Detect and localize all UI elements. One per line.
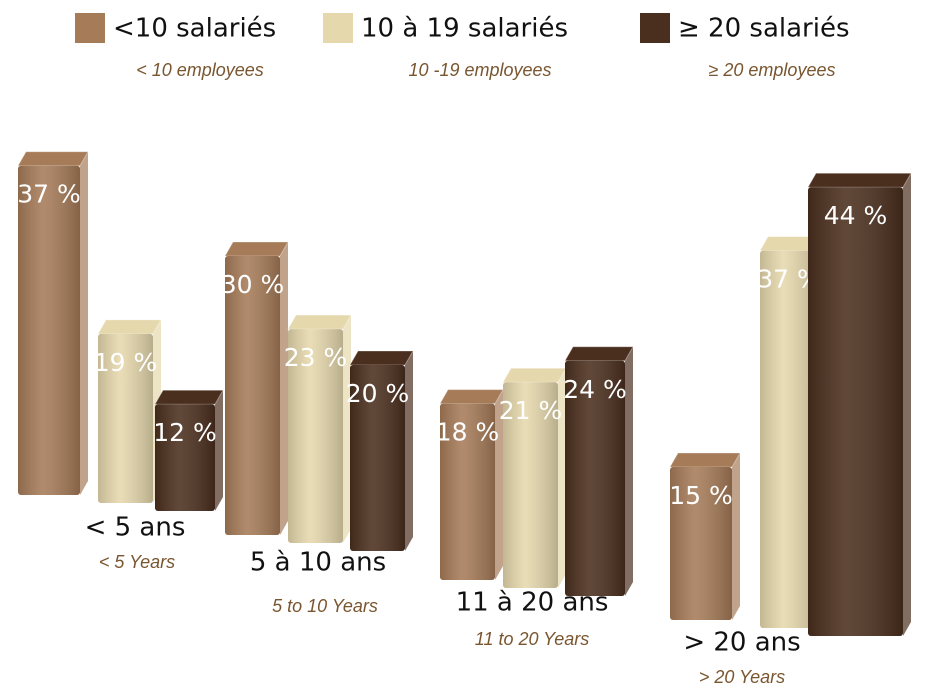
- bar-shade: [808, 187, 903, 636]
- category-subtitle: 11 to 20 Years: [475, 629, 589, 649]
- value-label: 15 %: [669, 481, 733, 510]
- bar-side: [215, 390, 223, 511]
- bar-side: [903, 173, 911, 636]
- value-label: 30 %: [221, 270, 285, 299]
- value-label: 20 %: [346, 379, 410, 408]
- bar-top: [349, 350, 414, 366]
- bar-side: [625, 346, 633, 596]
- bar-top: [17, 151, 89, 167]
- bar-shade: [350, 365, 405, 551]
- value-label: 19 %: [94, 348, 158, 377]
- bar-shade: [565, 360, 625, 596]
- legend-swatch: [75, 13, 105, 43]
- legend-swatch: [323, 13, 353, 43]
- bar-side: [558, 368, 566, 588]
- category-label: > 20 ans: [683, 628, 800, 658]
- bar-top: [669, 452, 741, 468]
- bar-side: [495, 389, 503, 580]
- bar-shade: [18, 165, 80, 495]
- bar-side: [280, 242, 288, 535]
- legend-label: <10 salariés: [113, 14, 276, 44]
- bar-top: [287, 314, 352, 330]
- bar-top: [97, 319, 162, 335]
- bar-top: [502, 367, 567, 383]
- bar-shade: [225, 256, 280, 535]
- bar-shade: [670, 467, 732, 620]
- bar-top: [807, 172, 912, 188]
- value-label: 24 %: [563, 375, 627, 404]
- bar-shade: [155, 404, 215, 511]
- bar-shade: [288, 329, 343, 543]
- category-label: 11 à 20 ans: [456, 588, 609, 618]
- legend-subtitle: ≥ 20 employees: [709, 60, 836, 80]
- bar-shade: [98, 333, 153, 503]
- value-label: 37 %: [17, 180, 81, 209]
- value-label: 44 %: [824, 201, 888, 230]
- bar-shade: [760, 250, 818, 628]
- bar-side: [80, 151, 88, 495]
- value-label: 12 %: [153, 418, 217, 447]
- value-label: 23 %: [284, 343, 348, 372]
- bar-side: [343, 315, 351, 543]
- bar-top: [439, 389, 504, 405]
- legend-subtitle: 10 -19 employees: [408, 60, 551, 80]
- bar-side: [732, 453, 740, 620]
- legend-label: ≥ 20 salariés: [678, 14, 850, 44]
- legend-swatch: [640, 13, 670, 43]
- value-label: 21 %: [499, 396, 563, 425]
- category-subtitle: < 5 Years: [99, 552, 175, 572]
- legend-subtitle: < 10 employees: [136, 60, 264, 80]
- category-label: 5 à 10 ans: [250, 548, 386, 578]
- bar-shade: [503, 382, 558, 588]
- bar-top: [564, 346, 634, 362]
- bar-side: [405, 351, 413, 551]
- legend-label: 10 à 19 salariés: [361, 14, 568, 44]
- bar-top: [154, 389, 224, 405]
- category-label: < 5 ans: [85, 513, 186, 543]
- category-subtitle: 5 to 10 Years: [272, 596, 378, 616]
- value-label: 18 %: [436, 418, 500, 447]
- bar-top: [224, 241, 289, 257]
- category-subtitle: > 20 Years: [699, 667, 785, 687]
- bar-shade: [440, 403, 495, 580]
